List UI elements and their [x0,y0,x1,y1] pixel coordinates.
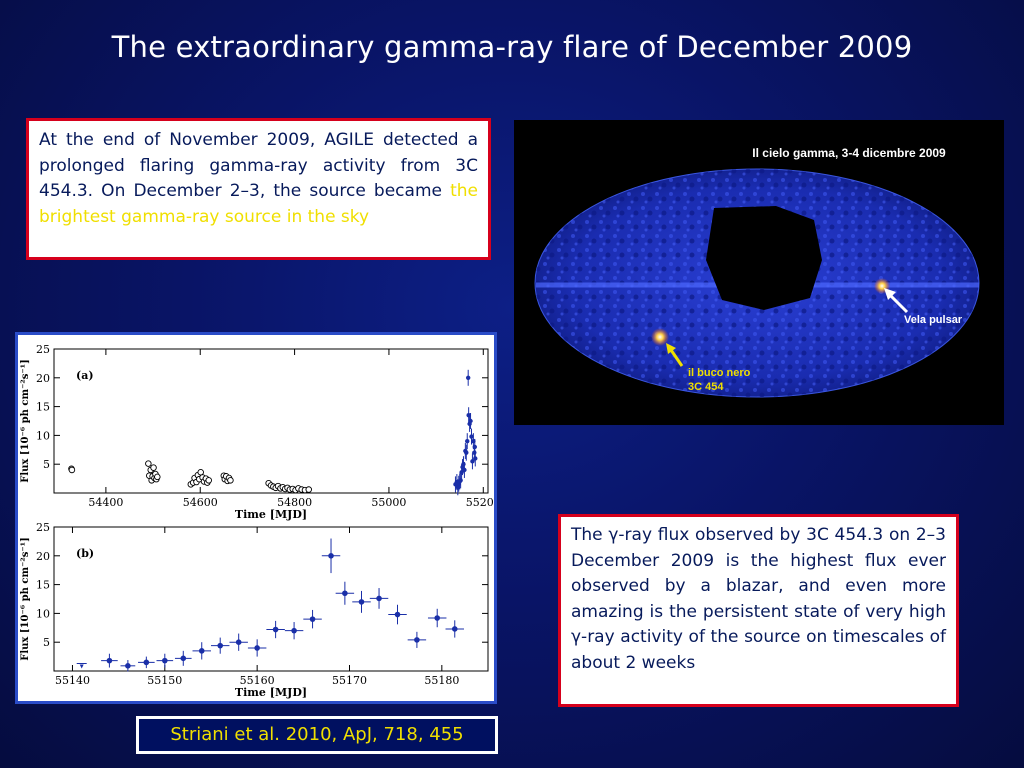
x-axis-label: Time [MJD] [235,508,307,521]
data-point [451,626,458,632]
data-point [464,450,469,455]
panel-label: (a) [76,369,94,382]
x-tick-label: 54600 [183,496,218,509]
data-point [154,473,161,481]
y-tick-label: 15 [36,579,50,592]
sky-map-svg: Il cielo gamma, 3-4 dicembre 2009 Vela p… [534,146,980,398]
x-tick-label: 55200 [466,496,494,509]
data-point [465,438,470,444]
data-point [309,616,316,622]
data-point [394,611,401,618]
y-axis-label: Flux [10⁻⁶ ph cm⁻²s⁻¹] [20,359,31,483]
sky-map-caption: Il cielo gamma, 3-4 dicembre 2009 [752,146,946,160]
data-point [235,639,242,645]
data-point [217,642,224,649]
y-tick-label: 20 [36,372,50,385]
y-axis-label: Flux [10⁻⁶ ph cm⁻²s⁻¹] [20,537,31,661]
plot-frame [53,526,489,672]
y-tick-label: 10 [36,607,50,620]
data-point [358,599,365,605]
x-axis-label: Time [MJD] [235,686,307,699]
data-point [180,655,187,662]
data-point [414,637,420,643]
x-tick-label: 55000 [371,496,406,509]
data-point [473,456,478,461]
data-point [462,467,467,473]
data-point [162,657,168,664]
data-point [291,627,297,634]
vela-arrow-icon [888,293,909,314]
intro-textbox: At the end of November 2009, AGILE detec… [26,118,491,260]
vela-label: Vela pulsar [904,314,963,326]
data-point [254,645,260,651]
data-point [205,477,212,484]
y-tick-label: 25 [36,521,50,534]
data-point [198,648,205,654]
source-label-line1: il buco nero [688,367,751,379]
source-arrow-icon [669,349,684,367]
y-tick-label: 15 [36,401,50,414]
data-point [150,464,157,471]
gamma-sky-map: Il cielo gamma, 3-4 dicembre 2009 Vela p… [514,120,1004,425]
data-point [461,462,466,467]
upper-limit-arrow-icon [79,664,84,669]
data-point [468,418,473,424]
exposure-hole [706,206,822,310]
x-tick-label: 55150 [147,674,182,687]
data-point [305,486,312,493]
x-tick-label: 54400 [88,496,123,509]
data-point [143,659,150,666]
x-tick-label: 55140 [55,674,90,687]
summary-textbox: The γ-ray flux observed by 3C 454.3 on 2… [558,514,959,707]
data-point [145,460,152,467]
y-tick-label: 5 [43,458,50,471]
data-point [376,595,382,602]
citation: Striani et al. 2010, ApJ, 718, 455 [136,716,498,754]
data-point [470,459,475,464]
slide-title: The extraordinary gamma-ray flare of Dec… [111,30,913,64]
light-curve-panel: 5 10 15 20 25 54400 54600 54800 55000 55200 Time [… [15,332,501,704]
x-tick-label: 55160 [240,674,275,687]
x-tick-label: 55170 [332,674,367,687]
vela-arrow-head-icon [884,288,896,300]
data-point [106,657,113,664]
data-point [328,553,334,559]
data-point [458,478,463,483]
data-point [68,466,76,474]
light-curve-svg: 5 10 15 20 25 54400 54600 54800 55000 55200 Time [… [20,343,501,699]
plot-frame [53,348,489,494]
data-point [465,375,471,380]
y-tick-label: 5 [43,636,50,649]
data-point [472,444,477,450]
intro-highlight: the brightest gamma-ray source in the sk… [39,181,478,227]
blazar-source [651,328,669,346]
y-tick-label: 10 [36,429,50,442]
data-point [434,615,441,621]
y-tick-label: 25 [36,343,50,356]
data-point [272,626,279,633]
x-tick-label: 54800 [277,496,312,509]
y-tick-label: 20 [36,550,50,563]
data-point [125,663,131,669]
panel-label: (b) [76,547,94,560]
source-arrow-head-icon [666,343,676,354]
data-point [227,477,234,484]
data-point [342,590,348,597]
intro-text: At the end of November 2009, AGILE detec… [39,130,478,201]
x-tick-label: 55180 [424,674,459,687]
data-point [469,434,474,439]
source-label-line2: 3C 454 [688,381,724,393]
